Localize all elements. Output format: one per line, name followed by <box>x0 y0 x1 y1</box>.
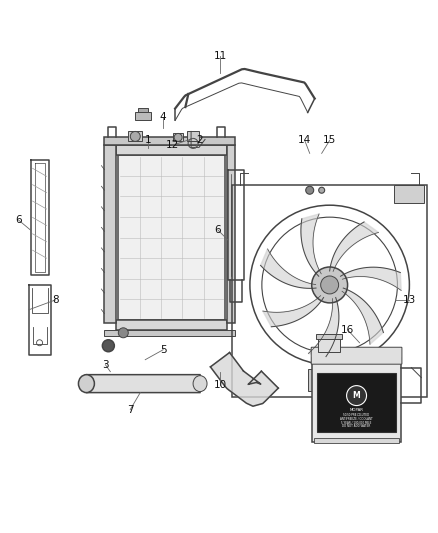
Circle shape <box>306 186 314 194</box>
Text: MOPAR: MOPAR <box>350 408 364 411</box>
Ellipse shape <box>78 375 95 393</box>
Text: M: M <box>353 391 360 400</box>
Circle shape <box>346 385 367 406</box>
Text: DO NOT ADD WATER: DO NOT ADD WATER <box>343 424 371 429</box>
Bar <box>317 373 396 432</box>
Circle shape <box>37 340 42 346</box>
Bar <box>308 369 352 391</box>
Text: 11: 11 <box>213 51 226 61</box>
Circle shape <box>130 132 140 141</box>
Text: 2: 2 <box>197 135 203 146</box>
Text: 14: 14 <box>298 135 311 146</box>
Bar <box>232 185 427 397</box>
Circle shape <box>174 133 182 141</box>
Bar <box>173 133 183 141</box>
Bar <box>117 146 227 155</box>
Bar <box>138 108 148 112</box>
Text: 5 YEAR / 100,000 MILE: 5 YEAR / 100,000 MILE <box>341 421 372 424</box>
Circle shape <box>321 276 339 294</box>
Polygon shape <box>330 222 378 271</box>
Bar <box>118 155 225 320</box>
Text: 50/50 PRE-DILUTED: 50/50 PRE-DILUTED <box>343 413 370 416</box>
Text: 1: 1 <box>145 135 152 146</box>
Circle shape <box>319 187 325 193</box>
Polygon shape <box>342 288 383 344</box>
Bar <box>104 138 235 146</box>
Polygon shape <box>261 249 316 288</box>
Text: 5: 5 <box>160 345 166 355</box>
Bar <box>314 439 399 443</box>
FancyBboxPatch shape <box>86 375 200 393</box>
Ellipse shape <box>193 376 207 392</box>
Bar <box>395 185 424 203</box>
Bar <box>117 320 227 330</box>
Text: 4: 4 <box>160 112 166 123</box>
Circle shape <box>102 340 114 352</box>
Text: 6: 6 <box>15 215 22 225</box>
Text: 12: 12 <box>166 140 179 150</box>
Circle shape <box>312 267 348 303</box>
Text: 8: 8 <box>52 295 59 305</box>
Bar <box>227 146 235 323</box>
Text: 16: 16 <box>341 325 354 335</box>
Bar <box>312 358 401 442</box>
Text: ANTIFREEZE / COOLANT: ANTIFREEZE / COOLANT <box>340 416 373 421</box>
Polygon shape <box>341 267 401 290</box>
Text: 10: 10 <box>213 379 226 390</box>
Polygon shape <box>210 352 278 406</box>
Circle shape <box>118 328 128 338</box>
Bar <box>128 132 142 141</box>
Text: 7: 7 <box>127 405 134 415</box>
Bar <box>187 132 199 141</box>
Text: 6: 6 <box>215 225 221 235</box>
Bar <box>318 338 339 352</box>
FancyBboxPatch shape <box>311 347 402 364</box>
Bar <box>316 334 342 339</box>
Text: 3: 3 <box>102 360 109 370</box>
Polygon shape <box>301 214 321 276</box>
Text: 13: 13 <box>403 295 416 305</box>
Bar <box>135 112 151 120</box>
Text: 15: 15 <box>323 135 336 146</box>
Bar <box>104 330 235 336</box>
Polygon shape <box>263 296 324 327</box>
Polygon shape <box>308 297 339 357</box>
Bar <box>104 146 117 323</box>
